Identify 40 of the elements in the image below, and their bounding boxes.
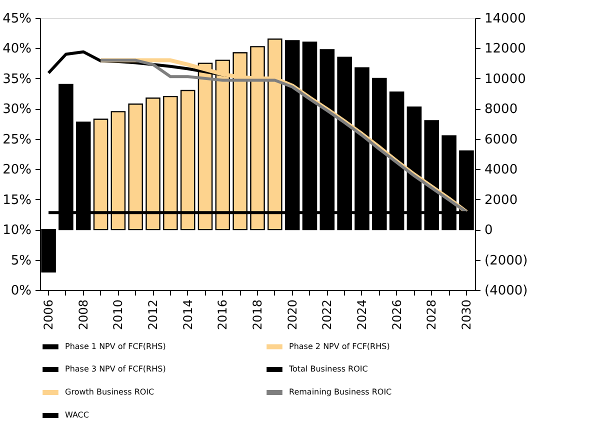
y2-tick-label: 6000 xyxy=(484,132,518,148)
y-tick-label: 5% xyxy=(10,253,32,268)
y-tick-label: 25% xyxy=(2,132,32,148)
x-tick-label: 2010 xyxy=(111,300,126,330)
x-tick-label: 2014 xyxy=(180,300,195,330)
y2-tick-label: 10000 xyxy=(484,72,526,87)
x-tick-label: 2006 xyxy=(42,300,56,330)
y-tick-label: 35% xyxy=(2,72,32,87)
x-tick-label: 2026 xyxy=(390,300,404,330)
x-tick-label: 2028 xyxy=(424,300,439,330)
y-tick-label: 45% xyxy=(2,12,32,26)
legend-label: Phase 1 NPV of FCF(RHS) xyxy=(65,342,166,351)
legend-label: Growth Business ROIC xyxy=(65,388,155,396)
x-tick-label: 2008 xyxy=(76,300,90,330)
y-tick-label: 20% xyxy=(2,162,32,178)
x-tick-label: 2012 xyxy=(146,300,160,330)
y-tick-label: 15% xyxy=(2,192,32,208)
y2-tick-label: 12000 xyxy=(484,42,526,57)
x-tick-label: 2030 xyxy=(459,300,474,330)
y2-tick-label: 8000 xyxy=(484,102,518,118)
legend-label: Remaining Business ROIC xyxy=(289,388,392,396)
x-tick-label: 2022 xyxy=(320,300,334,330)
y2-tick-label: 4000 xyxy=(484,162,518,178)
x-tick-label: 2016 xyxy=(216,300,230,330)
y-tick-label: 30% xyxy=(2,102,32,118)
y-tick-label: 40% xyxy=(2,42,32,57)
x-tick-label: 2020 xyxy=(285,300,300,330)
y-tick-label: 0% xyxy=(10,284,32,298)
y-tick-label: 10% xyxy=(2,223,32,238)
y2-tick-label: 2000 xyxy=(484,192,518,208)
y2-tick-label: (2000) xyxy=(484,253,528,268)
legend-label: Phase 2 NPV of FCF(RHS) xyxy=(289,342,390,351)
y2-tick-label: (4000) xyxy=(484,284,528,298)
y2-tick-label: 0 xyxy=(484,223,493,238)
x-tick-label: 2018 xyxy=(250,300,264,330)
legend-label: Total Business ROIC xyxy=(288,364,368,374)
legend-label: WACC xyxy=(65,410,90,420)
x-tick-label: 2024 xyxy=(354,300,369,330)
y2-tick-label: 14000 xyxy=(484,12,526,26)
legend-label: Phase 3 NPV of FCF(RHS) xyxy=(65,364,166,374)
